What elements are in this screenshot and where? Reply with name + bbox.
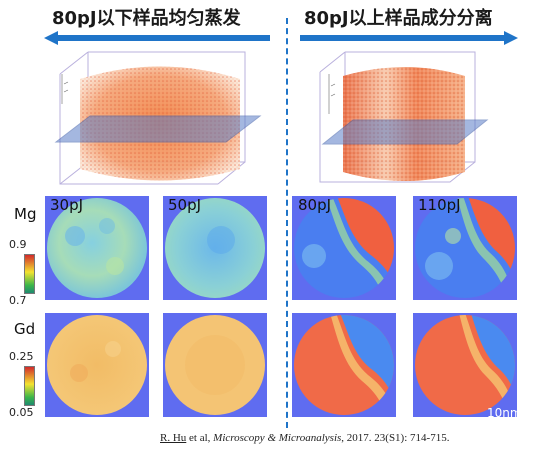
right-arrow-icon — [300, 31, 518, 45]
mg-scale-min: 0.7 — [9, 294, 27, 307]
gd-map-110pj — [413, 313, 517, 417]
volume-render-uniform — [54, 51, 262, 185]
citation-etal: et al, — [186, 432, 214, 444]
gd-map-50pj — [163, 313, 267, 417]
panel-label-50pj: 50pJ — [168, 196, 202, 214]
section-divider — [286, 18, 288, 428]
mg-map-50pj — [163, 196, 267, 300]
row-label-mg: Mg — [14, 205, 37, 223]
gd-scale-min: 0.05 — [9, 406, 34, 419]
citation: R. Hu et al, Microscopy & Microanalysis,… — [160, 432, 449, 444]
volume-render-separated — [319, 51, 489, 183]
panel-label-110pj: 110pJ — [418, 196, 461, 214]
gd-map-30pj — [45, 313, 149, 417]
mg-map-80pj — [292, 196, 396, 300]
right-banner-title: 80pJ以上样品成分分离 — [304, 8, 493, 29]
panel-label-30pj: 30pJ — [50, 196, 84, 214]
mg-scale-max: 0.9 — [9, 238, 27, 251]
citation-journal: Microscopy & Microanalysis — [213, 432, 342, 444]
left-banner-title: 80pJ以下样品均匀蒸发 — [52, 8, 241, 29]
gd-map-80pj — [292, 313, 396, 417]
scale-bar-line — [490, 423, 520, 425]
mg-map-30pj — [45, 196, 149, 300]
citation-author: R. Hu — [160, 432, 187, 444]
mg-map-110pj — [413, 196, 517, 300]
panel-label-80pj: 80pJ — [298, 196, 332, 214]
citation-volume: , 2017. 23(S1): 714-715. — [341, 432, 450, 444]
row-label-gd: Gd — [14, 320, 36, 338]
mg-colorbar — [24, 254, 35, 294]
scale-bar-label: 10nm — [487, 406, 522, 420]
gd-scale-max: 0.25 — [9, 350, 34, 363]
gd-colorbar — [24, 366, 35, 406]
left-arrow-icon — [44, 31, 270, 45]
